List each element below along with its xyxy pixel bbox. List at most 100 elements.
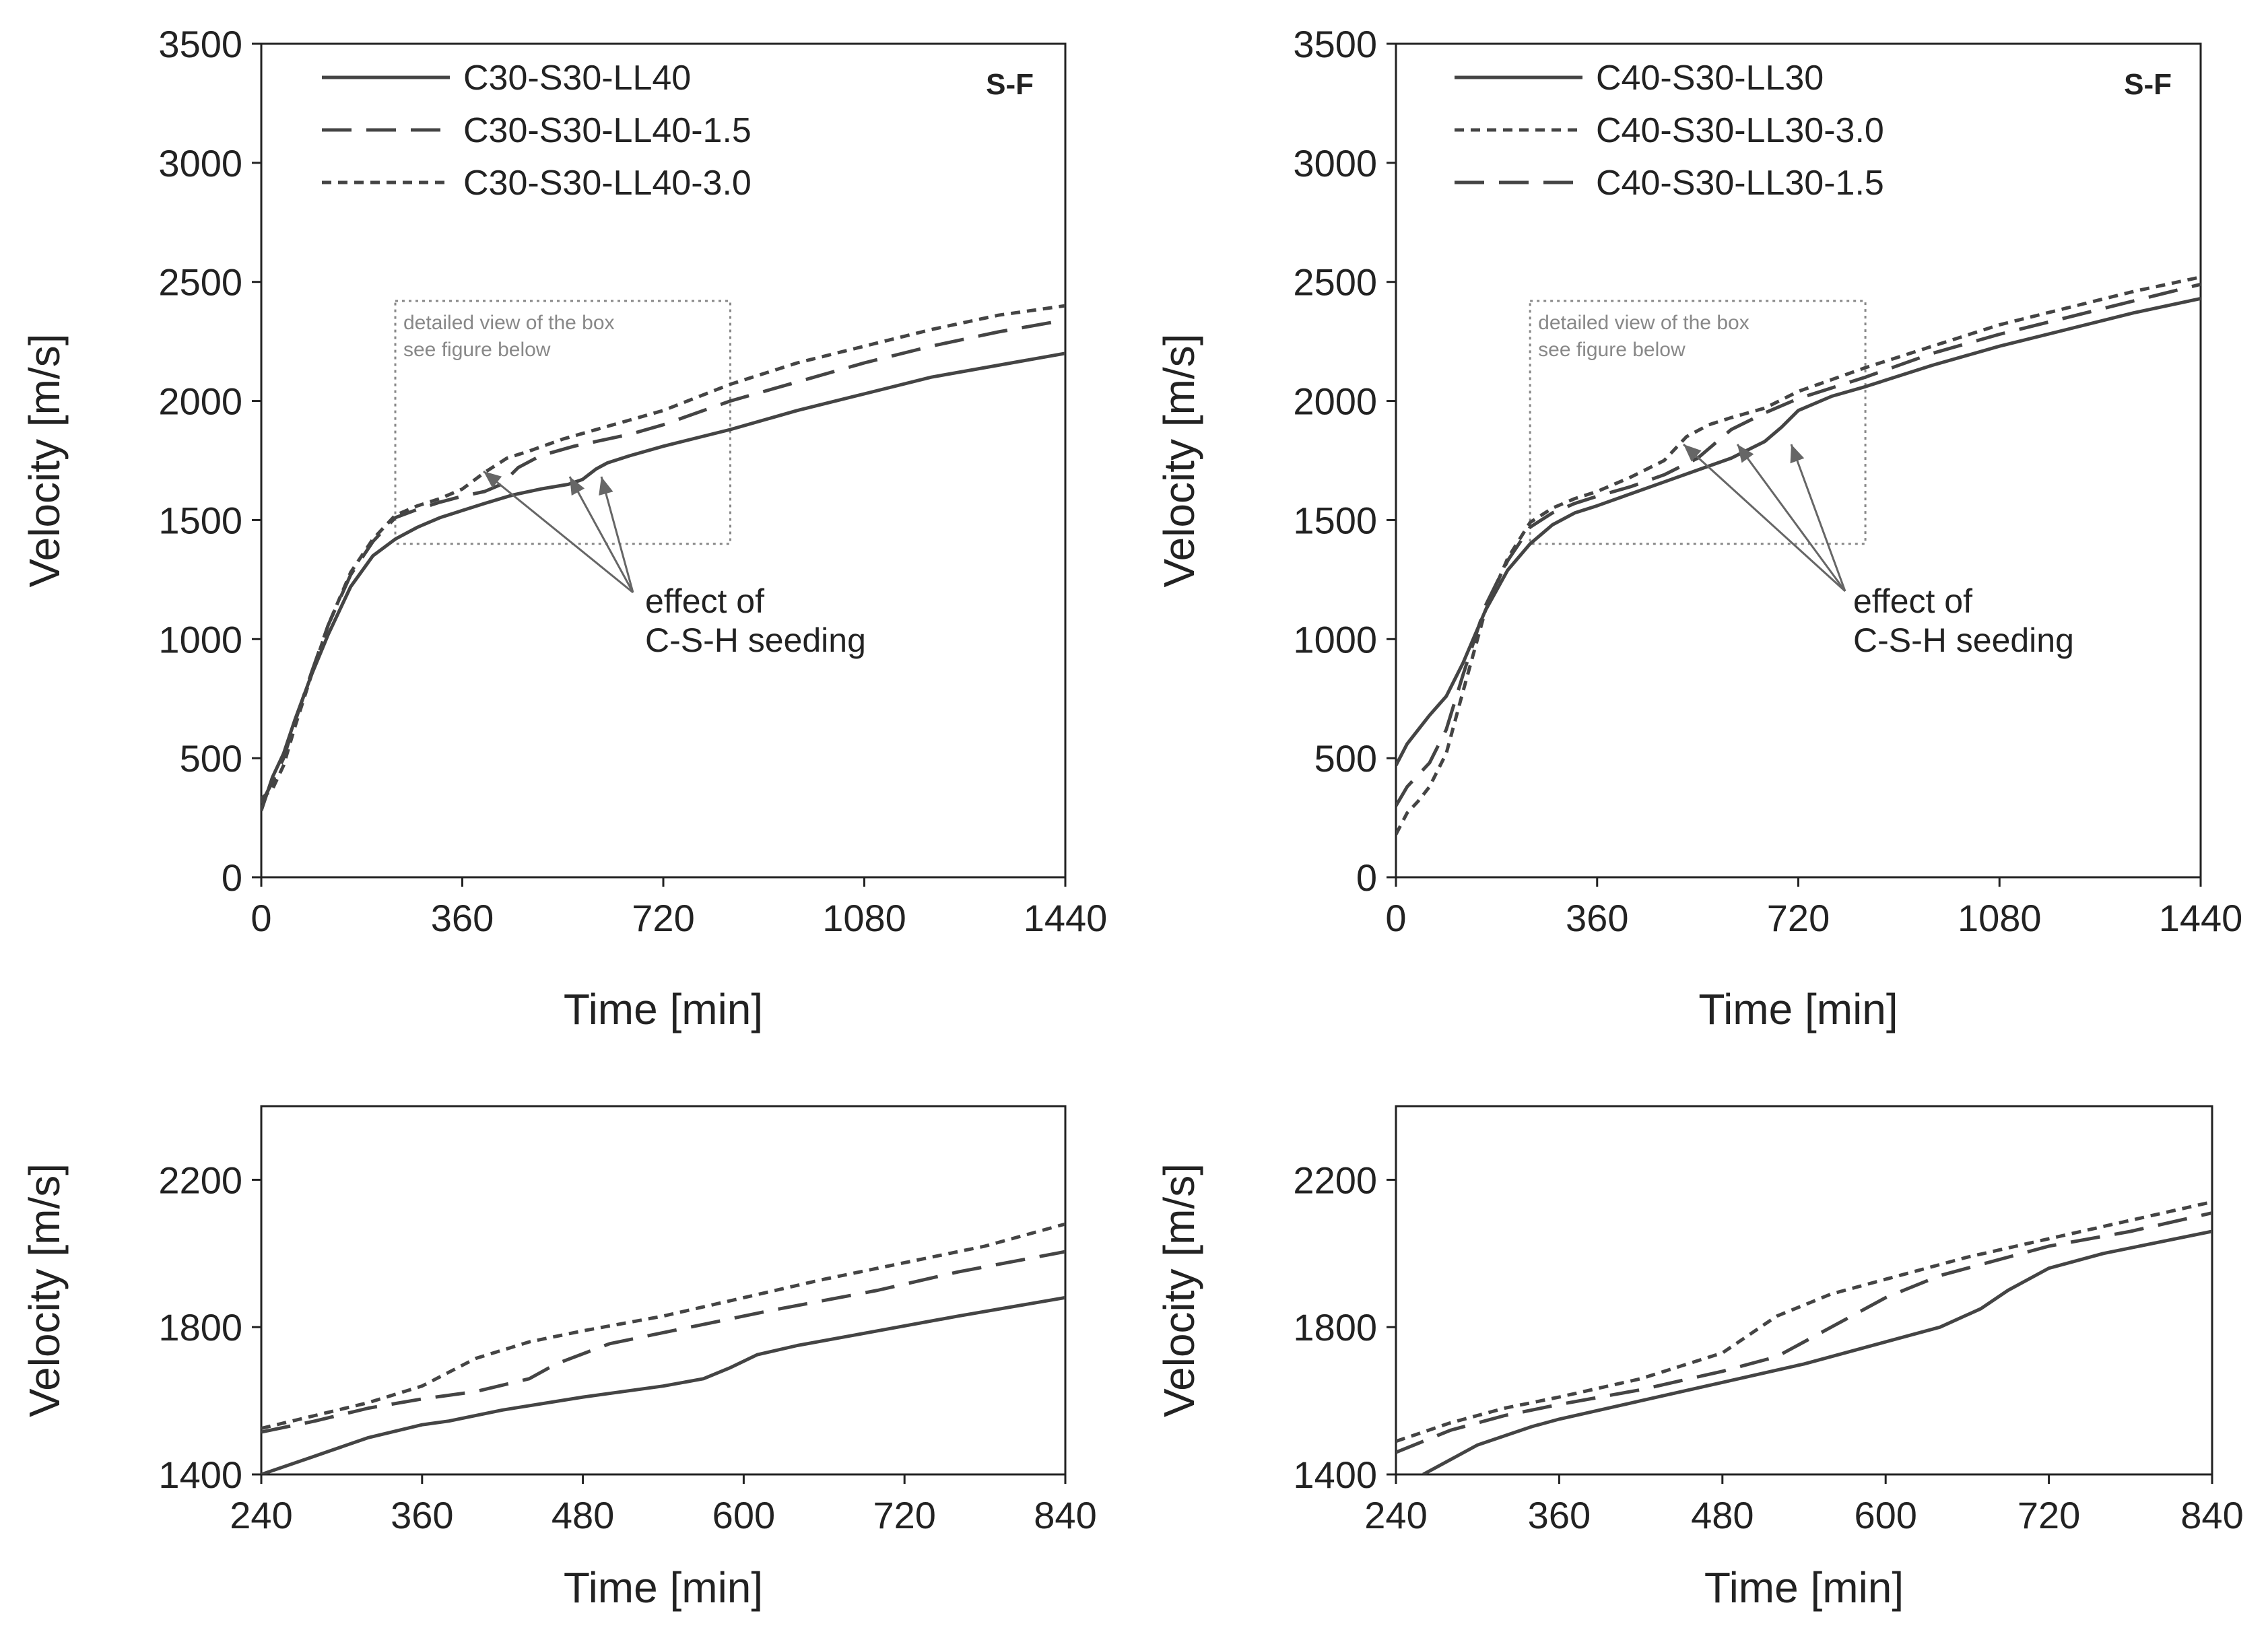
y-tick-label: 500 [180, 737, 242, 780]
y-tick-label: 0 [222, 856, 242, 899]
annotation-arrow-head [1790, 444, 1805, 464]
annotation-text: effect of [1853, 582, 1972, 620]
series-line-2 [261, 1250, 1065, 1434]
series-line-3 [261, 304, 1065, 801]
annotation-arrow-head [599, 477, 613, 496]
x-tick-label: 720 [1767, 897, 1830, 939]
x-tick-label: 840 [2180, 1494, 2243, 1536]
chart-panel-3: 240 360 480 600 720 840 1400 1800 2200 Time [min]… [20, 1105, 1097, 1612]
x-tick-label: 1080 [1958, 897, 2042, 939]
annotation-arrow-line [1790, 444, 1846, 592]
series-line-3 [1396, 1200, 2212, 1443]
series-group [261, 304, 1065, 811]
x-tick-label: 0 [251, 897, 271, 939]
detail-box-note: detailed view of the box [403, 312, 615, 334]
y-tick-label: 1400 [158, 1454, 242, 1496]
y-tick-label: 1800 [158, 1306, 242, 1349]
annotation-arrow-head [483, 471, 502, 488]
chart-panel-2: 0 360 720 1080 1440 0 500 1000 1500 2000 2500 3000 3… [1155, 23, 2242, 1033]
series-group [1396, 275, 2201, 836]
legend-label: C40-S30-LL30-3.0 [1596, 111, 1884, 150]
x-tick-label: 600 [712, 1494, 775, 1536]
x-axis-title: Time [min] [564, 1563, 763, 1612]
y-tick-label: 3000 [158, 142, 242, 184]
x-tick-label: 360 [1566, 897, 1628, 939]
annotation-text: effect of [645, 582, 764, 620]
plot-frame [1395, 1105, 2213, 1476]
y-tick-label: 3500 [1293, 23, 1377, 65]
annotation-arrow-line [568, 476, 634, 593]
x-tick-label: 1440 [1024, 897, 1108, 939]
y-tick-label: 1800 [1293, 1306, 1377, 1349]
series-line-2 [1396, 275, 2201, 836]
annotation-arrow-line [600, 476, 634, 593]
y-axis-title: Velocity [m/s] [20, 334, 69, 588]
annotation-text: C-S-H seeding [1853, 621, 2074, 659]
legend-label: C40-S30-LL30-1.5 [1596, 164, 1884, 203]
y-tick-label: 1000 [1293, 618, 1377, 660]
x-axis-title: Time [min] [1704, 1563, 1904, 1612]
annotation-arrow-line [1736, 444, 1846, 592]
annotation-arrow-line [1682, 443, 1846, 592]
series-line-1 [1422, 1229, 2212, 1474]
series-group [261, 1222, 1065, 1474]
x-axis-title: Time [min] [564, 985, 763, 1033]
x-tick-label: 480 [552, 1494, 614, 1536]
x-tick-label: 1440 [2159, 897, 2243, 939]
x-tick-label: 240 [1364, 1494, 1427, 1536]
x-tick-label: 480 [1691, 1494, 1754, 1536]
x-tick-label: 840 [1034, 1494, 1096, 1536]
y-tick-label: 1500 [158, 499, 242, 541]
y-axis-title: Velocity [m/s] [1155, 1163, 1203, 1417]
y-tick-label: 1000 [158, 618, 242, 660]
series-line-3 [1396, 282, 2201, 807]
y-tick-label: 0 [1356, 856, 1377, 899]
y-axis-title: Velocity [m/s] [20, 1163, 69, 1417]
legend-label: C40-S30-LL30 [1596, 59, 1824, 98]
x-tick-label: 600 [1854, 1494, 1916, 1536]
annotation-text: C-S-H seeding [645, 621, 866, 659]
series-line-2 [1396, 1211, 2212, 1454]
y-tick-label: 2000 [1293, 380, 1377, 423]
legend-label: C30-S30-LL40-1.5 [463, 111, 752, 150]
x-tick-label: 720 [632, 897, 694, 939]
detail-box-note: see figure below [1538, 339, 1686, 361]
y-tick-label: 2000 [158, 380, 242, 423]
plot-frame [260, 1105, 1067, 1476]
legend-label: C30-S30-LL40 [463, 59, 691, 98]
y-tick-label: 3500 [158, 23, 242, 65]
chart-panel-1: 0 360 720 1080 1440 0 500 1000 1500 2000 2500 3000 3… [20, 23, 1107, 1033]
annotation-arrow-line [483, 470, 634, 594]
panel-label: S-F [986, 68, 1034, 101]
series-line-1 [1396, 297, 2201, 766]
annotation-arrow-head [1737, 444, 1754, 463]
y-axis-title: Velocity [m/s] [1155, 334, 1203, 588]
y-tick-label: 2500 [158, 261, 242, 304]
annotation-arrow-head [570, 477, 585, 496]
x-tick-label: 0 [1385, 897, 1406, 939]
series-line-2 [261, 318, 1065, 805]
annotation-arrow-head [1683, 444, 1702, 462]
y-tick-label: 1500 [1293, 499, 1377, 541]
detail-box [394, 300, 731, 545]
x-tick-label: 720 [2017, 1494, 2080, 1536]
series-line-3 [261, 1222, 1065, 1431]
y-tick-label: 3000 [1293, 142, 1377, 184]
x-tick-label: 360 [431, 897, 494, 939]
x-tick-label: 1080 [822, 897, 906, 939]
y-tick-label: 2500 [1293, 261, 1377, 304]
y-tick-label: 500 [1314, 737, 1377, 780]
y-tick-label: 2200 [1293, 1159, 1377, 1201]
panel-label: S-F [2124, 68, 2172, 101]
x-tick-label: 720 [873, 1494, 935, 1536]
detail-box-note: see figure below [403, 339, 551, 361]
x-tick-label: 240 [230, 1494, 292, 1536]
x-tick-label: 360 [1528, 1494, 1591, 1536]
detail-box-note: detailed view of the box [1538, 312, 1749, 334]
series-group [1396, 1200, 2212, 1474]
y-tick-label: 2200 [158, 1159, 242, 1201]
legend-label: C30-S30-LL40-3.0 [463, 164, 752, 203]
x-tick-label: 360 [391, 1494, 453, 1536]
series-line-1 [261, 1295, 1065, 1474]
